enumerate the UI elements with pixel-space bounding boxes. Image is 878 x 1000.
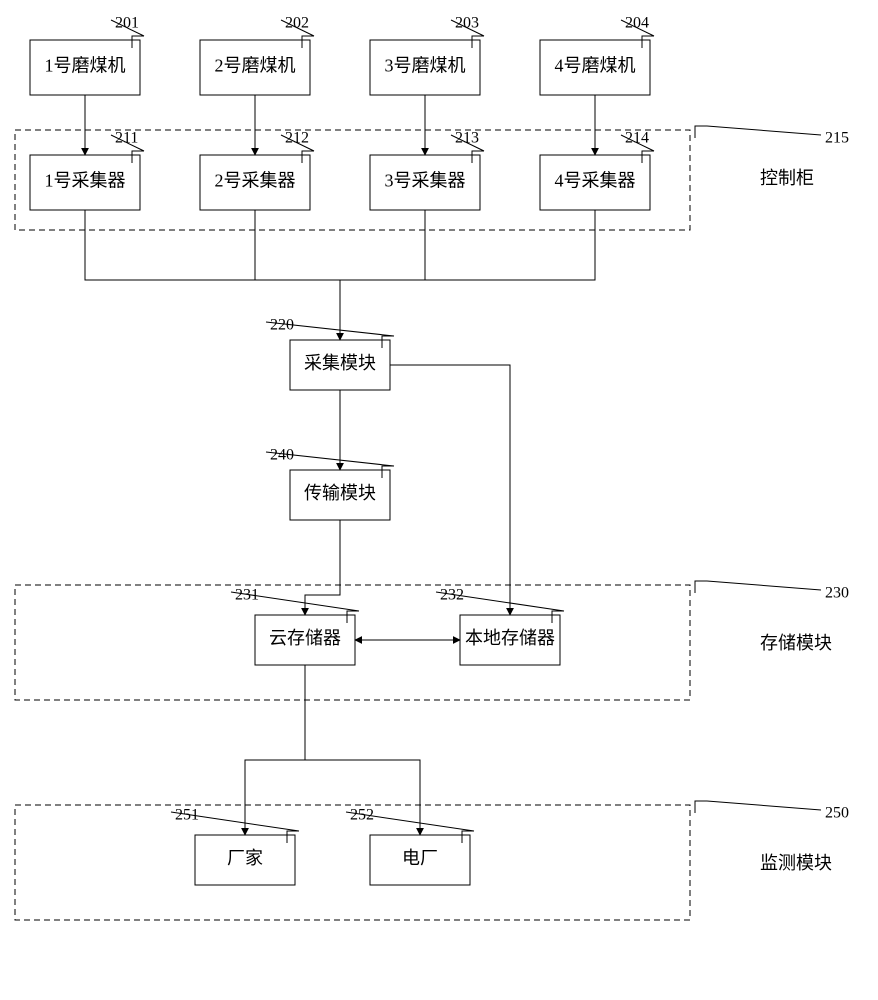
label-col3: 3号采集器 <box>385 171 466 191</box>
bracket-acq <box>382 336 394 348</box>
bracket-cloud <box>347 611 359 623</box>
bracket-col4 <box>642 151 654 163</box>
bracket-g230 <box>695 581 707 593</box>
label-trans: 传输模块 <box>304 483 376 503</box>
bracket-maker <box>287 831 299 843</box>
leader-g250 <box>707 801 821 810</box>
tag-230: 230 <box>825 585 849 602</box>
edge-7 <box>390 365 510 615</box>
edge-4-col1 <box>85 210 340 280</box>
bracket-col1 <box>132 151 144 163</box>
tag-250: 250 <box>825 805 849 822</box>
label-col1: 1号采集器 <box>45 171 126 191</box>
edge-4-col4 <box>340 210 595 280</box>
label-col4: 4号采集器 <box>555 171 636 191</box>
leader-g215 <box>707 126 821 135</box>
group-label-g230: 存储模块 <box>760 633 832 653</box>
edge-9-plant <box>305 760 420 835</box>
label-mill1: 1号磨煤机 <box>45 56 126 76</box>
group-label-g215: 控制柜 <box>760 168 814 188</box>
bracket-g250 <box>695 801 707 813</box>
label-plant: 电厂 <box>402 848 438 868</box>
label-acq: 采集模块 <box>304 353 376 373</box>
bracket-local <box>552 611 564 623</box>
label-mill4: 4号磨煤机 <box>555 56 636 76</box>
bracket-col2 <box>302 151 314 163</box>
edge-4-col3 <box>340 210 425 280</box>
tag-240: 240 <box>270 447 294 464</box>
edge-4-col2 <box>255 210 340 280</box>
bracket-mill3 <box>472 36 484 48</box>
label-cloud: 云存储器 <box>269 628 341 648</box>
group-g230 <box>15 585 690 700</box>
bracket-mill1 <box>132 36 144 48</box>
bracket-plant <box>462 831 474 843</box>
tag-220: 220 <box>270 317 294 334</box>
label-mill2: 2号磨煤机 <box>215 56 296 76</box>
tag-215: 215 <box>825 130 849 147</box>
bracket-col3 <box>472 151 484 163</box>
label-col2: 2号采集器 <box>215 171 296 191</box>
label-local: 本地存储器 <box>465 628 555 648</box>
bracket-mill2 <box>302 36 314 48</box>
bracket-g215 <box>695 126 707 138</box>
edge-9-maker <box>245 760 305 835</box>
label-maker: 厂家 <box>227 848 263 868</box>
bracket-trans <box>382 466 394 478</box>
edge-6 <box>305 520 340 615</box>
bracket-mill4 <box>642 36 654 48</box>
leader-g230 <box>707 581 821 590</box>
label-mill3: 3号磨煤机 <box>385 56 466 76</box>
group-label-g250: 监测模块 <box>760 853 832 873</box>
